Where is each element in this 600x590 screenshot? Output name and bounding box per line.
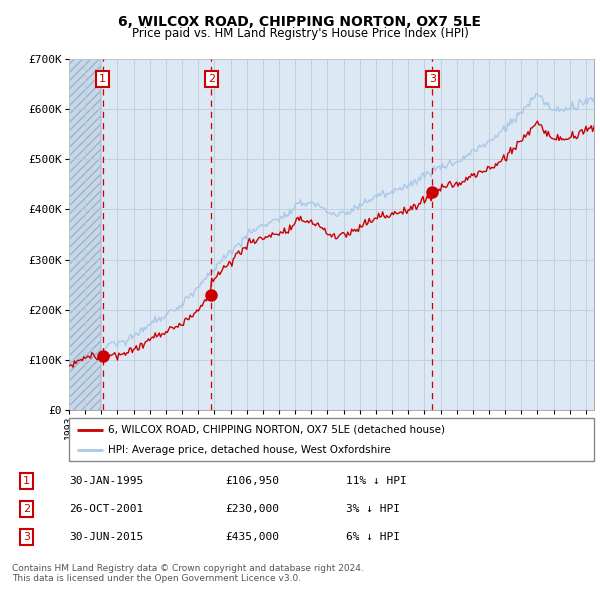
Text: 3: 3 [23, 532, 30, 542]
Text: £230,000: £230,000 [225, 504, 279, 514]
Text: 30-JUN-2015: 30-JUN-2015 [70, 532, 144, 542]
Text: HPI: Average price, detached house, West Oxfordshire: HPI: Average price, detached house, West… [109, 445, 391, 455]
Text: 6, WILCOX ROAD, CHIPPING NORTON, OX7 5LE: 6, WILCOX ROAD, CHIPPING NORTON, OX7 5LE [119, 15, 482, 30]
Text: 2: 2 [208, 74, 215, 84]
FancyBboxPatch shape [69, 418, 594, 461]
Text: 1: 1 [99, 74, 106, 84]
Bar [100, 59, 594, 410]
Text: 6% ↓ HPI: 6% ↓ HPI [346, 532, 400, 542]
Text: 30-JAN-1995: 30-JAN-1995 [70, 476, 144, 486]
Text: 11% ↓ HPI: 11% ↓ HPI [346, 476, 407, 486]
Text: 26-OCT-2001: 26-OCT-2001 [70, 504, 144, 514]
Bar [69, 59, 100, 410]
Text: Price paid vs. HM Land Registry's House Price Index (HPI): Price paid vs. HM Land Registry's House … [131, 27, 469, 40]
Text: 2: 2 [23, 504, 30, 514]
Text: Contains HM Land Registry data © Crown copyright and database right 2024.
This d: Contains HM Land Registry data © Crown c… [12, 564, 364, 583]
Text: 6, WILCOX ROAD, CHIPPING NORTON, OX7 5LE (detached house): 6, WILCOX ROAD, CHIPPING NORTON, OX7 5LE… [109, 425, 445, 435]
Text: 1: 1 [23, 476, 30, 486]
Text: £106,950: £106,950 [225, 476, 279, 486]
Text: 3: 3 [429, 74, 436, 84]
Text: 3% ↓ HPI: 3% ↓ HPI [346, 504, 400, 514]
Text: £435,000: £435,000 [225, 532, 279, 542]
